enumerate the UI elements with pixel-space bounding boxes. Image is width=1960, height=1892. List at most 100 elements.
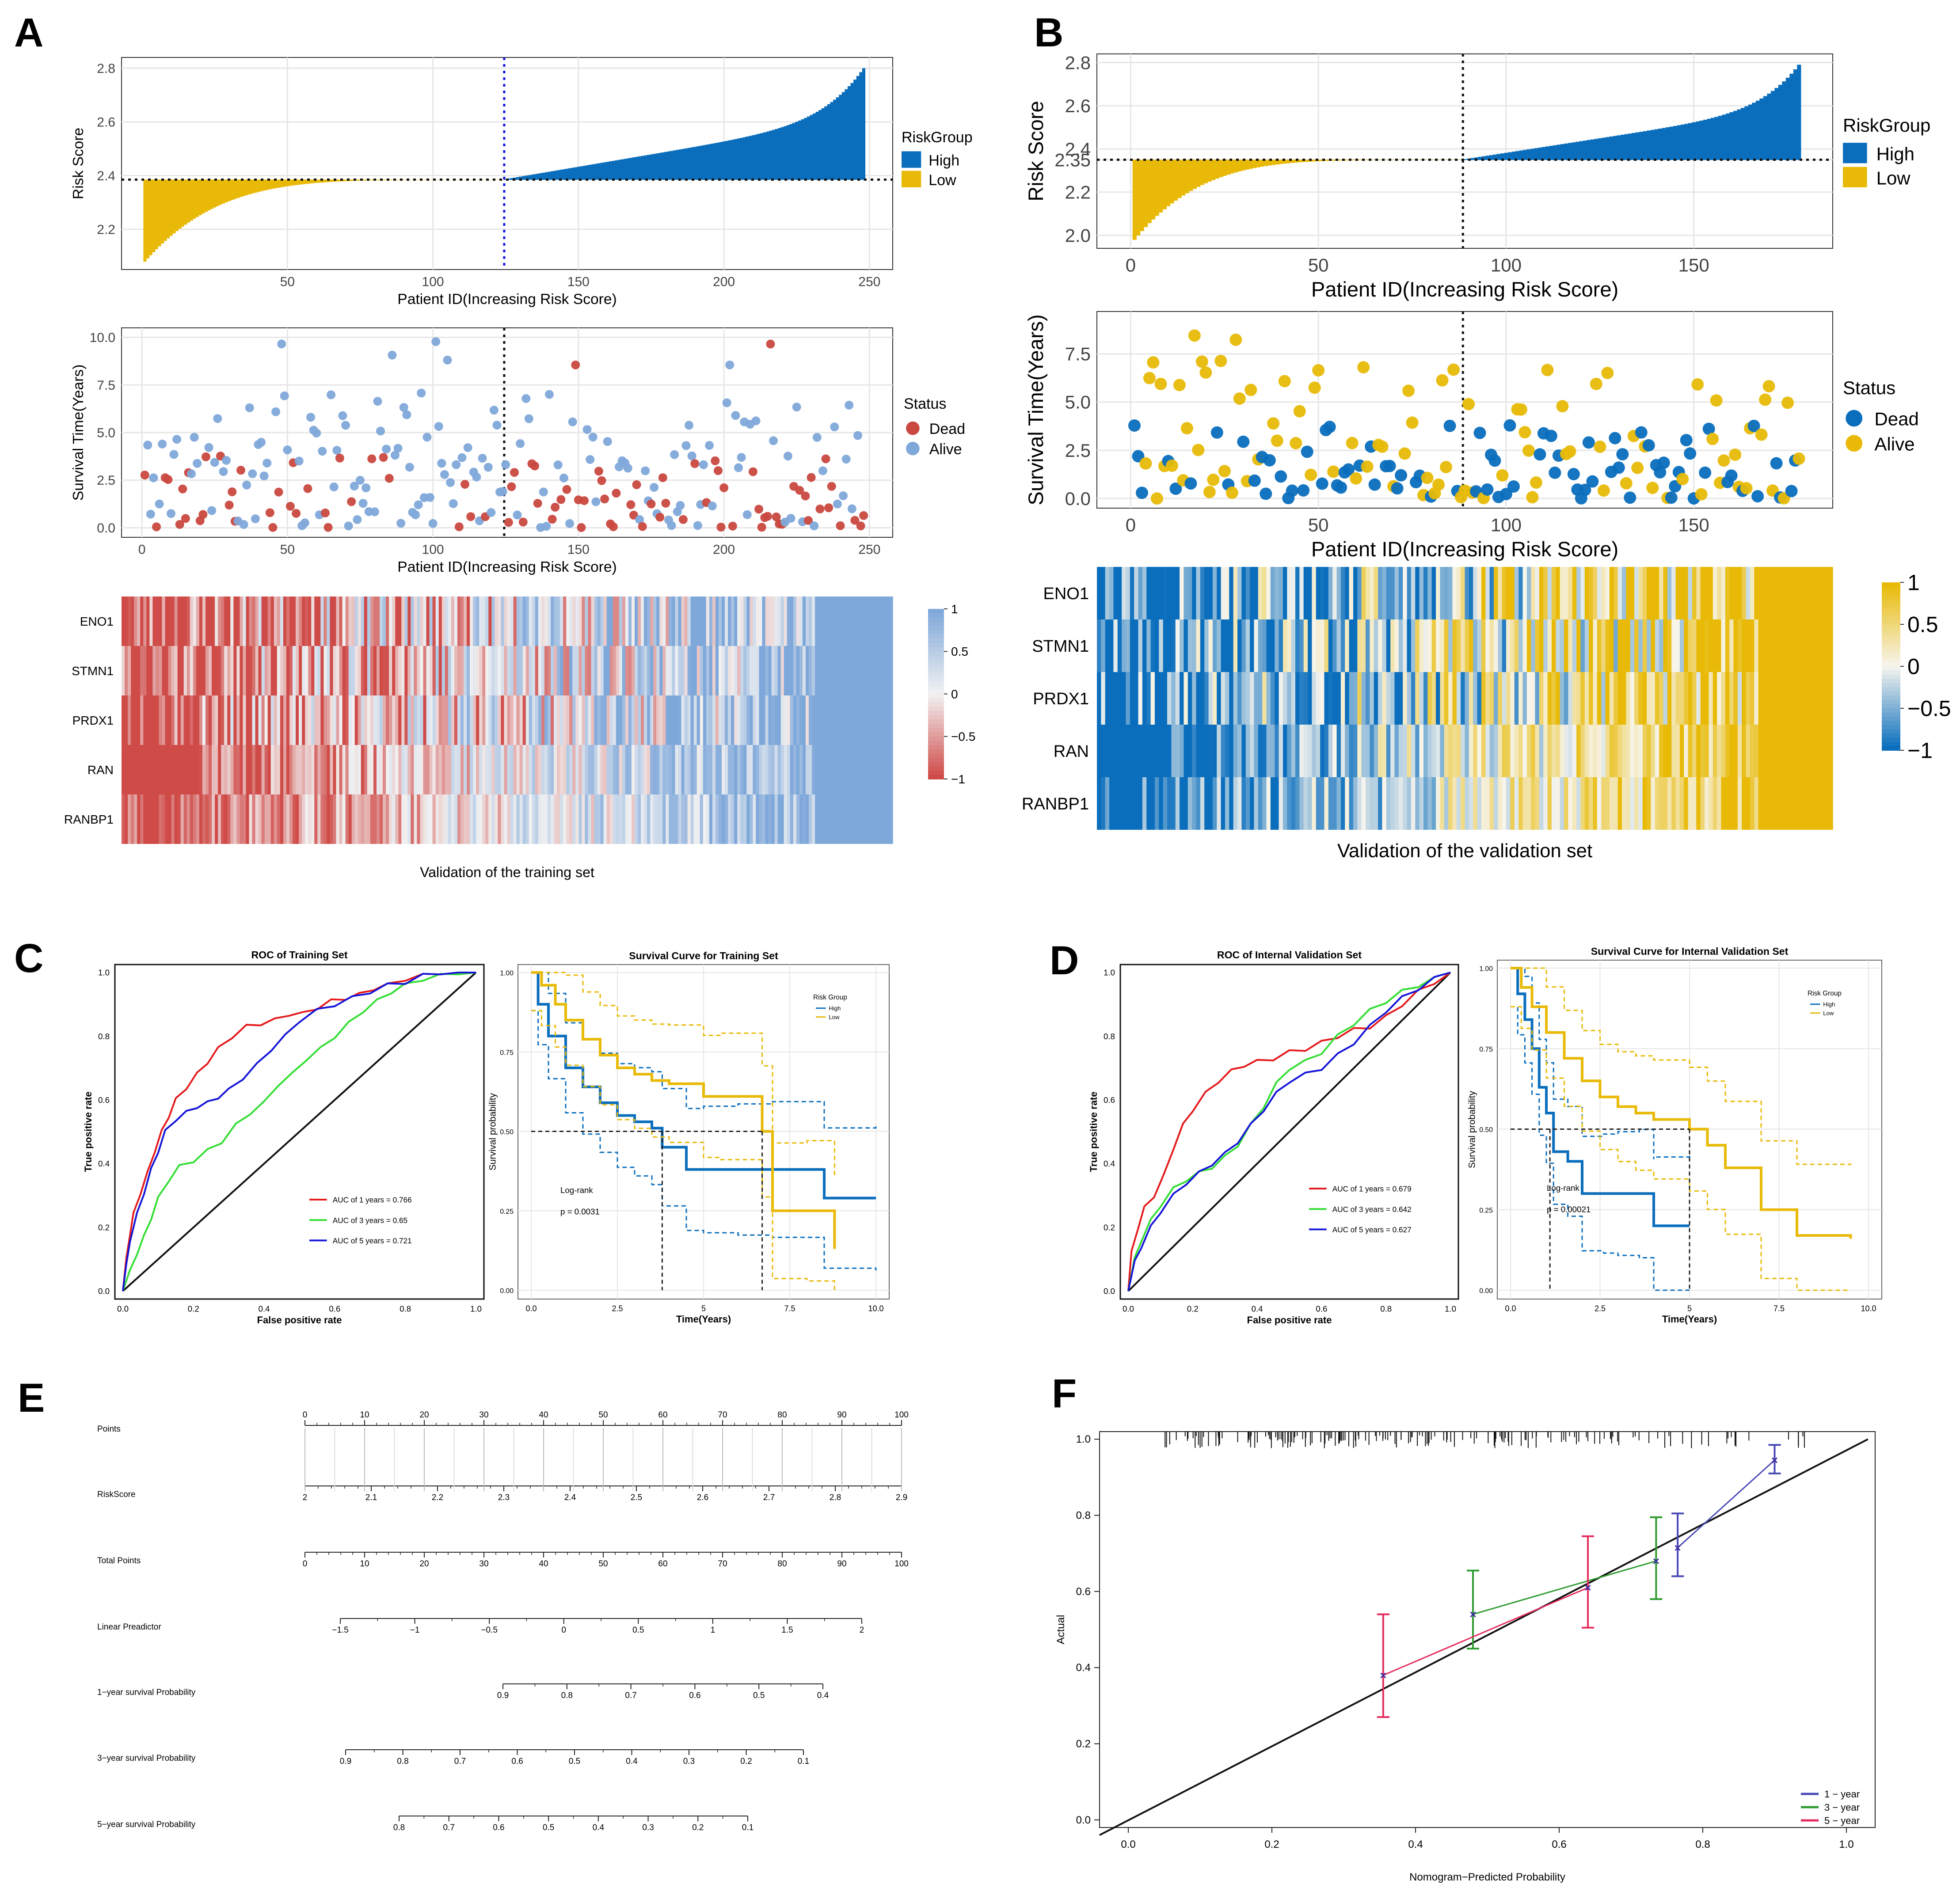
alive-point xyxy=(845,401,854,410)
y-tick-label: 7.5 xyxy=(1065,344,1091,365)
heat-cell xyxy=(1303,567,1308,619)
heat-cell xyxy=(1266,725,1271,777)
y-tick-label: 2.8 xyxy=(97,61,115,76)
risk-bar xyxy=(1774,88,1779,160)
nomogram-tick-label: −1 xyxy=(410,1626,420,1635)
heat-cell xyxy=(874,596,878,646)
heat-cell xyxy=(491,596,495,646)
heat-cell xyxy=(186,695,190,745)
heat-cell xyxy=(348,695,352,745)
heat-cell xyxy=(1291,672,1296,725)
heat-cell xyxy=(255,596,259,646)
risk-bar xyxy=(530,175,534,180)
heat-cell xyxy=(603,596,607,646)
risk-bar xyxy=(1151,160,1156,220)
heat-cell xyxy=(261,596,265,646)
risk-bar xyxy=(1530,148,1535,160)
colorbar-step xyxy=(928,643,944,648)
dead-point xyxy=(379,453,388,462)
heat-cell xyxy=(1097,725,1102,777)
heat-cell xyxy=(784,745,788,794)
heat-cell xyxy=(818,596,822,646)
heat-cell xyxy=(1423,619,1428,672)
alive-point xyxy=(1154,377,1167,390)
risk-bar xyxy=(1181,160,1186,196)
heat-cell xyxy=(846,745,850,794)
colorbar-step xyxy=(1882,670,1900,675)
heat-cell xyxy=(267,596,271,646)
dead-point xyxy=(801,491,810,501)
heat-cell xyxy=(557,596,560,646)
heat-cell xyxy=(557,646,560,695)
alive-point xyxy=(1541,364,1554,376)
heat-cell xyxy=(1423,672,1428,725)
heat-cell xyxy=(855,794,859,844)
heat-cell xyxy=(280,695,284,745)
heat-cell xyxy=(134,646,137,695)
heat-cell xyxy=(1150,725,1155,777)
risk-bar xyxy=(705,144,708,180)
heat-cell xyxy=(669,794,673,844)
heat-cell xyxy=(1469,777,1473,830)
alive-point xyxy=(513,510,522,520)
heat-cell xyxy=(215,646,218,695)
heat-cell xyxy=(1605,567,1610,619)
heat-cell xyxy=(1150,619,1155,672)
heat-cell xyxy=(376,745,380,794)
heat-cell xyxy=(1816,777,1821,830)
heat-cell xyxy=(255,646,259,695)
heat-cell xyxy=(1456,725,1461,777)
heat-cell xyxy=(833,794,837,844)
heat-cell xyxy=(1630,725,1635,777)
heat-cell xyxy=(1415,725,1420,777)
risk-bar xyxy=(225,179,228,202)
heat-cell xyxy=(743,745,747,794)
heat-cell xyxy=(174,794,178,844)
heat-cell xyxy=(199,695,203,745)
heat-cell xyxy=(373,596,377,646)
heat-cell xyxy=(525,745,529,794)
heat-cell xyxy=(1184,777,1188,830)
heat-cell xyxy=(171,596,175,646)
heat-cell xyxy=(1601,725,1606,777)
heat-cell xyxy=(361,596,365,646)
alive-point xyxy=(1620,477,1633,490)
heat-cell xyxy=(1828,619,1833,672)
heat-cell xyxy=(1733,777,1738,830)
heat-cell xyxy=(395,646,399,695)
heat-cell xyxy=(728,695,731,745)
heat-cell xyxy=(277,695,281,745)
heat-cell xyxy=(476,695,480,745)
heat-cell xyxy=(1407,672,1412,725)
heat-cell xyxy=(1390,567,1395,619)
survival-curve xyxy=(531,971,836,1249)
colorbar-step xyxy=(1882,708,1900,713)
heat-cell xyxy=(354,695,358,745)
x-tick-label: 100 xyxy=(1491,515,1522,536)
heat-cell xyxy=(320,745,324,794)
heat-cell xyxy=(572,695,576,745)
heat-cell xyxy=(628,695,632,745)
risk-bar xyxy=(178,179,182,229)
dead-point xyxy=(821,454,830,464)
heat-cell xyxy=(666,596,670,646)
heat-cell xyxy=(625,745,629,794)
heat-cell xyxy=(1580,567,1585,619)
heat-cell xyxy=(802,695,806,745)
heat-cell xyxy=(1320,672,1325,725)
heat-cell xyxy=(706,794,710,844)
heat-cell xyxy=(597,646,601,695)
risk-bar xyxy=(286,179,289,186)
y-tick-label: 0.0 xyxy=(97,521,115,536)
heat-cell xyxy=(684,596,688,646)
heat-cell xyxy=(227,695,231,745)
risk-bar xyxy=(553,171,557,180)
heat-cell xyxy=(1679,567,1684,619)
heat-cell xyxy=(1291,725,1296,777)
heat-cell xyxy=(703,745,707,794)
heat-cell xyxy=(765,596,769,646)
heat-cell xyxy=(1800,567,1804,619)
heat-cell xyxy=(1419,777,1424,830)
alive-point xyxy=(452,460,461,469)
